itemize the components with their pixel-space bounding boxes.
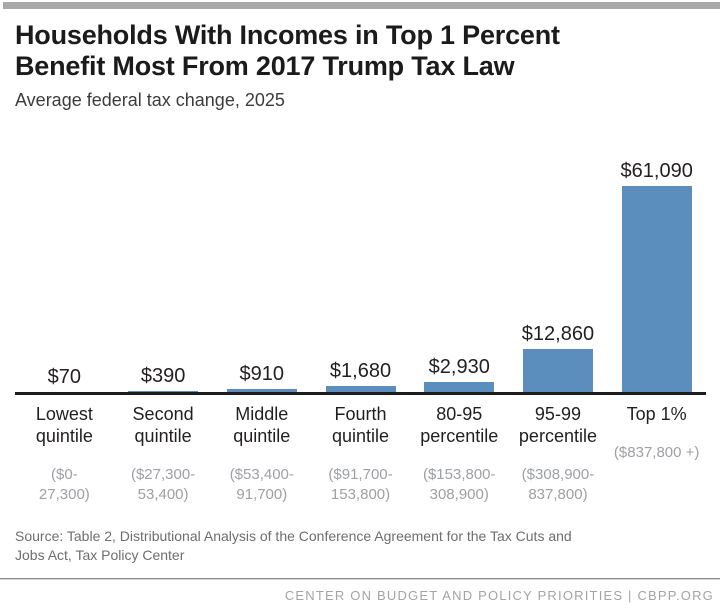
bar-value-label: $910 <box>239 362 285 385</box>
branding-text: CENTER ON BUDGET AND POLICY PRIORITIES |… <box>284 588 714 603</box>
source-note: Source: Table 2, Distributional Analysis… <box>15 528 572 563</box>
x-axis-labels-row: Lowest quintile ($0- 27,300) Second quinti… <box>15 403 706 505</box>
x-axis-baseline <box>15 392 706 395</box>
income-range-label: ($308,900- 837,800) <box>521 466 595 503</box>
x-axis-category: Top 1% ($837,800 +) <box>607 403 706 505</box>
bar-value-label: $70 <box>47 365 82 388</box>
category-label: Lowest quintile <box>35 404 93 446</box>
bar-column: $390 <box>114 150 213 392</box>
bar-column: $2,930 <box>410 150 509 392</box>
bar-column: $70 <box>15 150 114 392</box>
footer-divider-rule <box>0 578 720 580</box>
bar <box>128 390 199 392</box>
income-range-label: ($837,800 +) <box>613 444 700 461</box>
bar-value-label: $2,930 <box>428 356 490 379</box>
x-axis-category: Second quintile ($27,300- 53,400) <box>114 403 213 505</box>
top-divider-rule <box>3 2 720 9</box>
x-axis-category: Middle quintile ($53,400- 91,700) <box>212 403 311 505</box>
income-range-label: ($27,300- 53,400) <box>130 466 196 503</box>
x-axis-category: Fourth quintile ($91,700- 153,800) <box>311 403 410 505</box>
x-axis-category: 80-95 percentile ($153,800- 308,900) <box>410 403 509 505</box>
bar <box>522 348 593 392</box>
bar-column: $12,860 <box>509 150 608 392</box>
x-axis-category: Lowest quintile ($0- 27,300) <box>15 403 114 505</box>
bar-column: $61,090 <box>607 150 706 392</box>
category-label: 95-99 percentile <box>518 404 597 446</box>
bar-value-label: $12,860 <box>521 322 595 345</box>
income-range-label: ($0- 27,300) <box>38 466 90 503</box>
chart-title: Households With Incomes in Top 1 Percent… <box>15 20 560 81</box>
bar <box>621 186 692 392</box>
bar-chart-plot-area: $70 $390 $910 $1,680 $2,930 $12,860 $61,090 <box>15 150 706 392</box>
bar-column: $1,680 <box>311 150 410 392</box>
income-range-label: ($53,400- 91,700) <box>229 466 294 503</box>
bar <box>226 388 297 392</box>
income-range-label: ($91,700- 153,800) <box>328 466 393 503</box>
bar-value-label: $390 <box>140 364 186 387</box>
category-label: Second quintile <box>132 404 194 446</box>
chart-subtitle: Average federal tax change, 2025 <box>15 90 285 110</box>
category-label: Top 1% <box>626 404 687 424</box>
bar-column: $910 <box>212 150 311 392</box>
bar-value-label: $1,680 <box>329 360 392 383</box>
bar <box>325 386 396 392</box>
bar-value-label: $61,090 <box>620 160 693 182</box>
category-label: Middle quintile <box>233 404 291 446</box>
bar <box>424 382 495 392</box>
category-label: 80-95 percentile <box>420 404 499 446</box>
x-axis-category: 95-99 percentile ($308,900- 837,800) <box>509 403 608 505</box>
income-range-label: ($153,800- 308,900) <box>422 466 496 503</box>
category-label: Fourth quintile <box>331 404 390 446</box>
